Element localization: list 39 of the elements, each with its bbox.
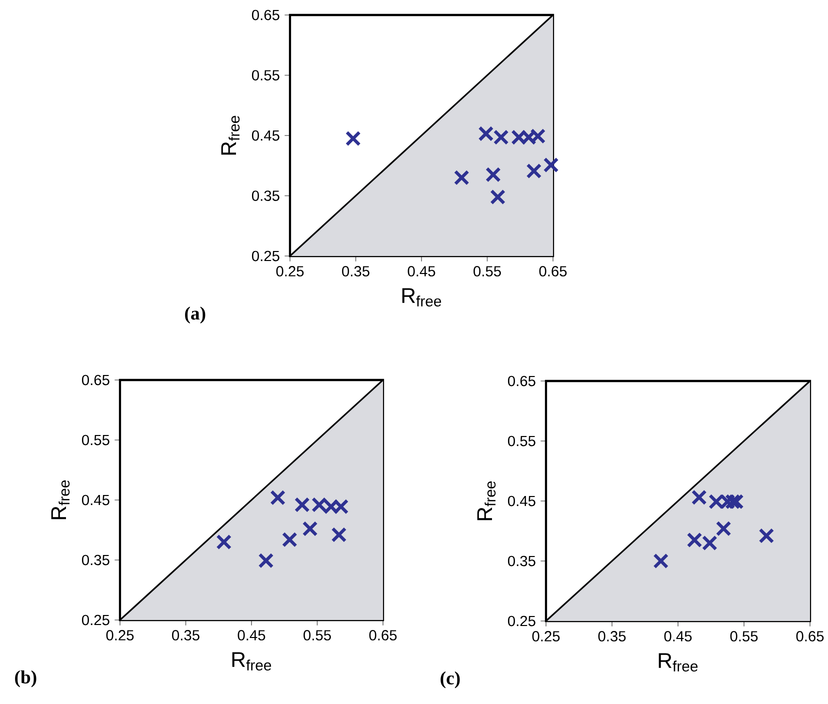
- x-tick-label: 0.55: [474, 266, 501, 276]
- text: (c): [440, 671, 460, 688]
- x-tick-label: 0.35: [598, 631, 626, 642]
- x-axis-title: R$_{free}$: [402, 288, 442, 307]
- y-tick-label: 0.25: [508, 616, 536, 626]
- y-tick-label: 0.25: [252, 250, 280, 262]
- x-tick-label: 0.65: [539, 266, 567, 276]
- x-tick-label: 0.35: [172, 630, 200, 640]
- x-axis-title: R$_{free}$: [658, 653, 698, 672]
- y-tick-label: 0.35: [508, 556, 536, 566]
- y-tick-label: 0.45: [252, 130, 280, 141]
- text: (b): [15, 670, 36, 688]
- y-tick-label: 0.35: [82, 554, 110, 566]
- y-tick-label: 0.45: [82, 494, 110, 506]
- y-tick-label: 0.65: [82, 374, 110, 386]
- y-tick-label: 0.55: [508, 436, 536, 446]
- x-tick-label: 0.55: [304, 630, 331, 640]
- y-axis-title: R$_{free}$: [221, 116, 240, 155]
- x-tick-label: 0.45: [238, 630, 266, 640]
- y-tick-label: 0.55: [252, 70, 280, 80]
- y-tick-label: 0.35: [252, 190, 280, 201]
- y-tick-label: 0.55: [82, 434, 110, 446]
- x-tick-label: 0.65: [796, 631, 824, 642]
- y-tick-label: 0.65: [508, 376, 536, 386]
- x-tick-label: 0.25: [276, 266, 304, 276]
- y-tick-label: 0.65: [252, 10, 280, 20]
- x-tick-label: 0.25: [106, 630, 134, 640]
- text: (a): [185, 306, 206, 324]
- x-tick-label: 0.65: [369, 630, 397, 640]
- x-tick-label: 0.45: [408, 266, 436, 276]
- x-tick-label: 0.55: [730, 631, 758, 642]
- y-axis-title: R$_{free}$: [51, 480, 70, 520]
- y-axis-title: R$_{free}$: [477, 481, 496, 520]
- x-tick-label: 0.25: [532, 631, 560, 642]
- y-tick-label: 0.45: [508, 496, 536, 506]
- y-tick-label: 0.25: [82, 614, 110, 626]
- x-tick-label: 0.45: [664, 631, 692, 642]
- x-tick-label: 0.35: [342, 266, 370, 276]
- x-axis-title: R$_{free}$: [232, 652, 272, 671]
